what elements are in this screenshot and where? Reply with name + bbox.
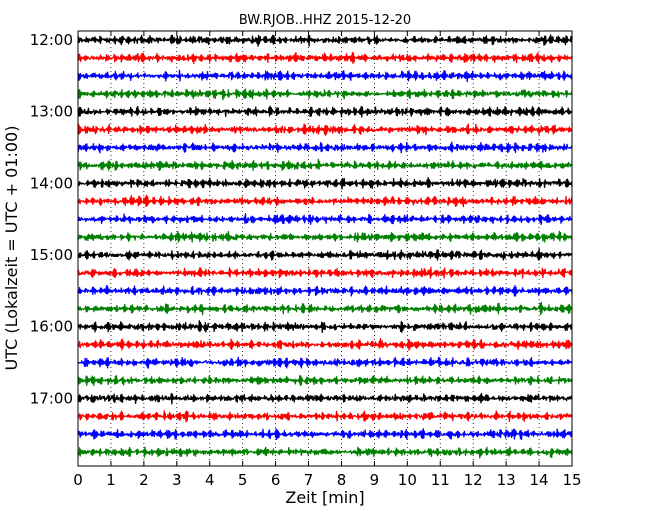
trace-line-1315 xyxy=(77,123,573,136)
y-axis-label: UTC (Lokalzeit = UTC + 01:00) xyxy=(2,126,21,371)
trace-line-1230 xyxy=(77,69,573,83)
y-tick-label: 16:00 xyxy=(30,318,73,336)
x-tick-label: 14 xyxy=(530,471,549,489)
trace-line-1530 xyxy=(77,285,573,297)
x-tick-label: 5 xyxy=(238,471,248,489)
x-tick-label: 12 xyxy=(464,471,483,489)
trace-lines xyxy=(77,34,573,459)
x-tick-label: 4 xyxy=(205,471,215,489)
trace-line-1200 xyxy=(77,34,573,47)
y-tick-label: 17:00 xyxy=(30,389,73,407)
x-tick-label: 7 xyxy=(304,471,314,489)
x-axis-label: Zeit [min] xyxy=(285,488,364,507)
trace-line-1615 xyxy=(77,337,573,351)
trace-line-1500 xyxy=(77,248,573,261)
trace-line-1345 xyxy=(77,158,573,172)
x-tick-label: 8 xyxy=(337,471,347,489)
trace-line-1400 xyxy=(77,176,573,190)
trace-line-1445 xyxy=(77,230,573,243)
trace-line-1545 xyxy=(77,301,573,316)
trace-line-1430 xyxy=(77,213,573,226)
x-tick-label: 9 xyxy=(370,471,380,489)
axis-ticks: 0 1 2 3 4 5 6 7 8 9 10 11 12 13 14 1512:0013:0014:0015:… xyxy=(30,31,582,489)
trace-line-1630 xyxy=(77,356,573,369)
x-tick-label: 2 xyxy=(139,471,149,489)
trace-line-1600 xyxy=(77,320,573,333)
trace-line-1515 xyxy=(77,266,573,279)
y-tick-label: 14:00 xyxy=(30,174,73,192)
trace-line-1245 xyxy=(77,88,573,101)
trace-line-1745 xyxy=(77,446,573,459)
plot-frame xyxy=(77,30,573,467)
x-tick-label: 3 xyxy=(172,471,182,489)
trace-line-1730 xyxy=(77,428,573,441)
grid-lines xyxy=(110,31,540,466)
trace-line-1415 xyxy=(77,194,573,208)
x-tick-label: 13 xyxy=(497,471,516,489)
chart-title: BW.RJOB..HHZ 2015-12-20 xyxy=(239,13,411,28)
y-tick-label: 15:00 xyxy=(30,246,73,264)
trace-line-1715 xyxy=(77,410,573,423)
trace-line-1645 xyxy=(77,374,573,387)
trace-line-1300 xyxy=(77,105,573,118)
x-tick-label: 0 xyxy=(73,471,83,489)
y-tick-label: 13:00 xyxy=(30,103,73,121)
y-tick-label: 12:00 xyxy=(30,31,73,49)
trace-line-1330 xyxy=(77,141,573,154)
trace-line-1700 xyxy=(77,392,573,405)
x-tick-label: 10 xyxy=(398,471,417,489)
x-tick-label: 1 xyxy=(106,471,116,489)
x-tick-label: 15 xyxy=(562,471,581,489)
x-tick-label: 6 xyxy=(271,471,281,489)
x-tick-label: 11 xyxy=(431,471,450,489)
trace-line-1215 xyxy=(77,51,573,65)
